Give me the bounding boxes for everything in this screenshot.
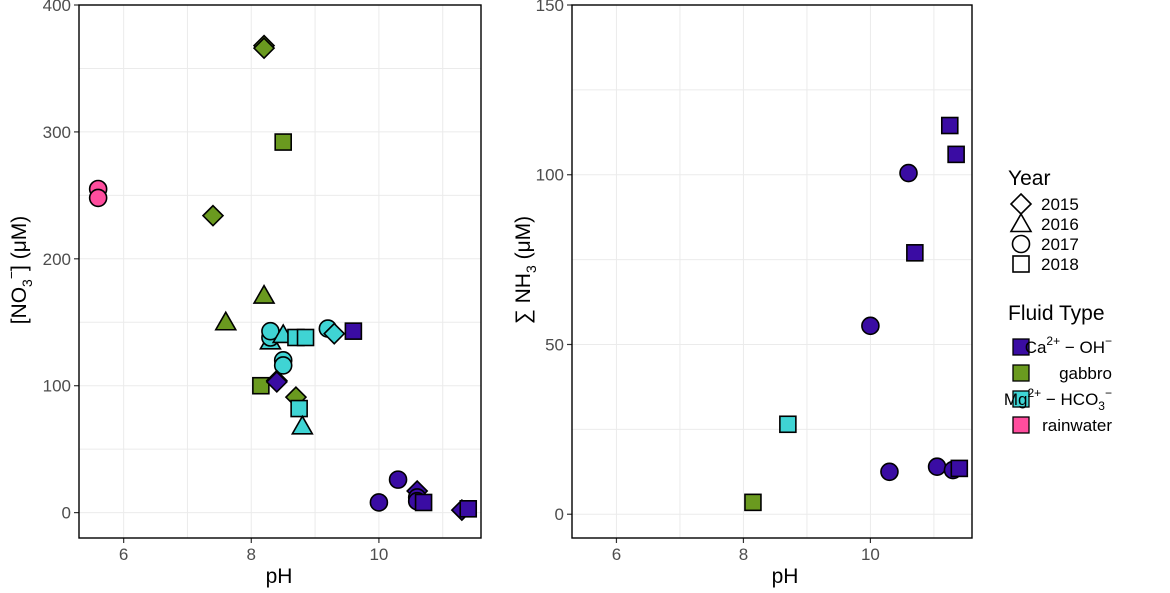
x-tick-label: 8 <box>247 545 256 564</box>
y-tick-label: 150 <box>536 0 564 15</box>
legend-swatch <box>1012 338 1030 356</box>
data-point-circle <box>388 470 408 489</box>
data-point-triangle <box>252 283 276 304</box>
legend-fluid-title: Fluid Type <box>1008 302 1105 325</box>
y-tick-label: 200 <box>43 250 71 269</box>
left-ylabel-pre: [NO <box>8 287 31 324</box>
x-tick-label: 6 <box>119 545 128 564</box>
legend-year-label: 2015 <box>1041 195 1079 214</box>
y-tick-label: 50 <box>545 335 564 354</box>
legend-square-icon <box>1012 255 1030 273</box>
y-tick-label: 0 <box>555 505 564 524</box>
legend-fluid-item: Ca2+ − OH− <box>1012 334 1112 357</box>
data-point-square <box>940 116 959 135</box>
legend-swatch <box>1012 390 1030 408</box>
data-points <box>744 116 969 512</box>
left-ylabel-sub: 3 <box>19 279 35 287</box>
data-point-circle <box>88 188 108 208</box>
y-tick-label: 100 <box>43 377 71 396</box>
legend-year-title: Year <box>1008 167 1050 190</box>
x-tick-label: 6 <box>612 545 621 564</box>
legend-year-label: 2017 <box>1041 235 1079 254</box>
data-point-circle <box>861 316 880 336</box>
data-point-square <box>414 493 433 512</box>
data-point-square <box>947 145 965 164</box>
legend-fluids: Ca2+ − OH− gabbro Mg2+ − HCO3− rainwater <box>1004 334 1113 435</box>
right-ylabel-pre: ∑ NH <box>512 273 535 324</box>
data-point-circle <box>880 462 899 482</box>
legend-year-label: 2016 <box>1041 215 1079 234</box>
data-point-circle <box>899 163 918 183</box>
data-point-triangle <box>290 414 314 435</box>
legend-fluid-label: rainwater <box>1042 416 1112 435</box>
legend-year-item: 2015 <box>1009 192 1079 216</box>
legend-fluid-label: Ca2+ − OH− <box>1025 334 1112 357</box>
data-point-diamond <box>323 322 346 345</box>
legend-swatch <box>1012 364 1030 382</box>
left-ylabel-sup: − <box>3 271 19 279</box>
data-point-diamond <box>252 37 276 60</box>
legend-fluid-item: gabbro <box>1012 364 1112 383</box>
x-tick-label: 8 <box>739 545 748 564</box>
legend-fluid-label: Mg2+ − HCO3− <box>1004 386 1112 413</box>
panel-border <box>78 4 482 539</box>
grid <box>572 4 972 538</box>
data-point-square <box>344 322 363 340</box>
data-point-square <box>906 244 924 262</box>
data-point-circle <box>369 493 389 512</box>
data-point-diamond <box>201 204 225 227</box>
data-point-circle <box>273 356 293 375</box>
legend-year-item: 2018 <box>1012 255 1079 274</box>
data-point-square <box>252 376 270 395</box>
x-tick-label: 10 <box>861 545 880 564</box>
legend-year-item: 2017 <box>1011 234 1079 254</box>
data-point-square <box>459 500 478 518</box>
panel-border <box>571 4 973 539</box>
y-tick-label: 400 <box>43 0 71 15</box>
legend-swatch <box>1012 416 1030 434</box>
left-x-axis-title: pH <box>266 565 293 588</box>
data-point-square <box>779 415 797 434</box>
y-tick-label: 0 <box>62 504 71 523</box>
right-y-axis-title: ∑ NH3 (μM) <box>512 216 539 324</box>
data-point-square <box>290 399 308 418</box>
y-tick-label: 100 <box>536 166 564 185</box>
legend-fluid-item: rainwater <box>1012 416 1112 435</box>
x-tick-label: 10 <box>369 545 388 564</box>
data-points <box>88 34 478 522</box>
left-y-axis-title: [NO3−] (μM) <box>3 216 35 325</box>
data-point-square <box>274 133 292 151</box>
right-ylabel-post: (μM) <box>512 216 535 265</box>
right-x-axis-title: pH <box>772 565 799 588</box>
legend-year-label: 2018 <box>1041 255 1079 274</box>
data-point-square <box>950 459 969 478</box>
grid <box>79 4 481 538</box>
left-ylabel-post: ] (μM) <box>8 216 31 271</box>
legend-fluid-label: gabbro <box>1059 364 1112 383</box>
data-point-triangle <box>214 310 238 331</box>
data-point-square <box>296 328 315 347</box>
legend-fluid-item: Mg2+ − HCO3− <box>1004 386 1112 413</box>
legend-circle-icon <box>1011 234 1031 254</box>
y-tick-label: 300 <box>43 123 71 142</box>
legend-diamond-icon <box>1009 192 1033 216</box>
legend-year-item: 2016 <box>1009 212 1079 234</box>
data-point-square <box>744 493 762 512</box>
right-ylabel-sub: 3 <box>523 265 539 273</box>
data-point-circle <box>927 457 947 477</box>
data-point-diamond <box>265 370 288 394</box>
legend-triangle-icon <box>1009 212 1033 233</box>
